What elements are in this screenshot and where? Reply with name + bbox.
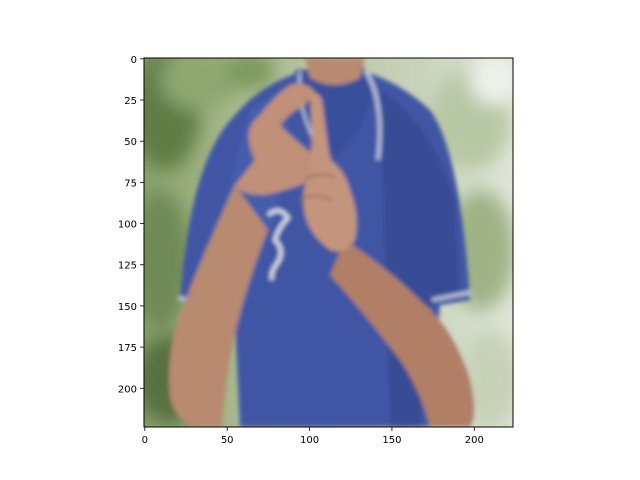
x-tick-label: 50 <box>221 435 234 446</box>
y-tick-label: 50 <box>124 137 137 148</box>
axes-frame <box>143 57 514 428</box>
photo <box>144 58 513 427</box>
x-axis: 0 50 100 150 200 <box>142 427 484 446</box>
x-tick-label: 150 <box>382 435 401 446</box>
y-tick-label: 100 <box>118 220 137 231</box>
y-tick-label: 125 <box>118 261 137 272</box>
x-tick-label: 0 <box>142 435 148 446</box>
x-tick-label: 100 <box>300 435 319 446</box>
y-tick-label: 25 <box>124 96 137 107</box>
x-tick-label: 200 <box>465 435 484 446</box>
y-tick-label: 75 <box>124 178 137 189</box>
y-axis: 0 25 50 75 100 125 150 175 200 <box>118 55 144 395</box>
y-tick-label: 200 <box>118 384 137 395</box>
y-tick-label: 150 <box>118 302 137 313</box>
y-tick-label: 0 <box>131 55 137 66</box>
y-tick-label: 175 <box>118 343 137 354</box>
